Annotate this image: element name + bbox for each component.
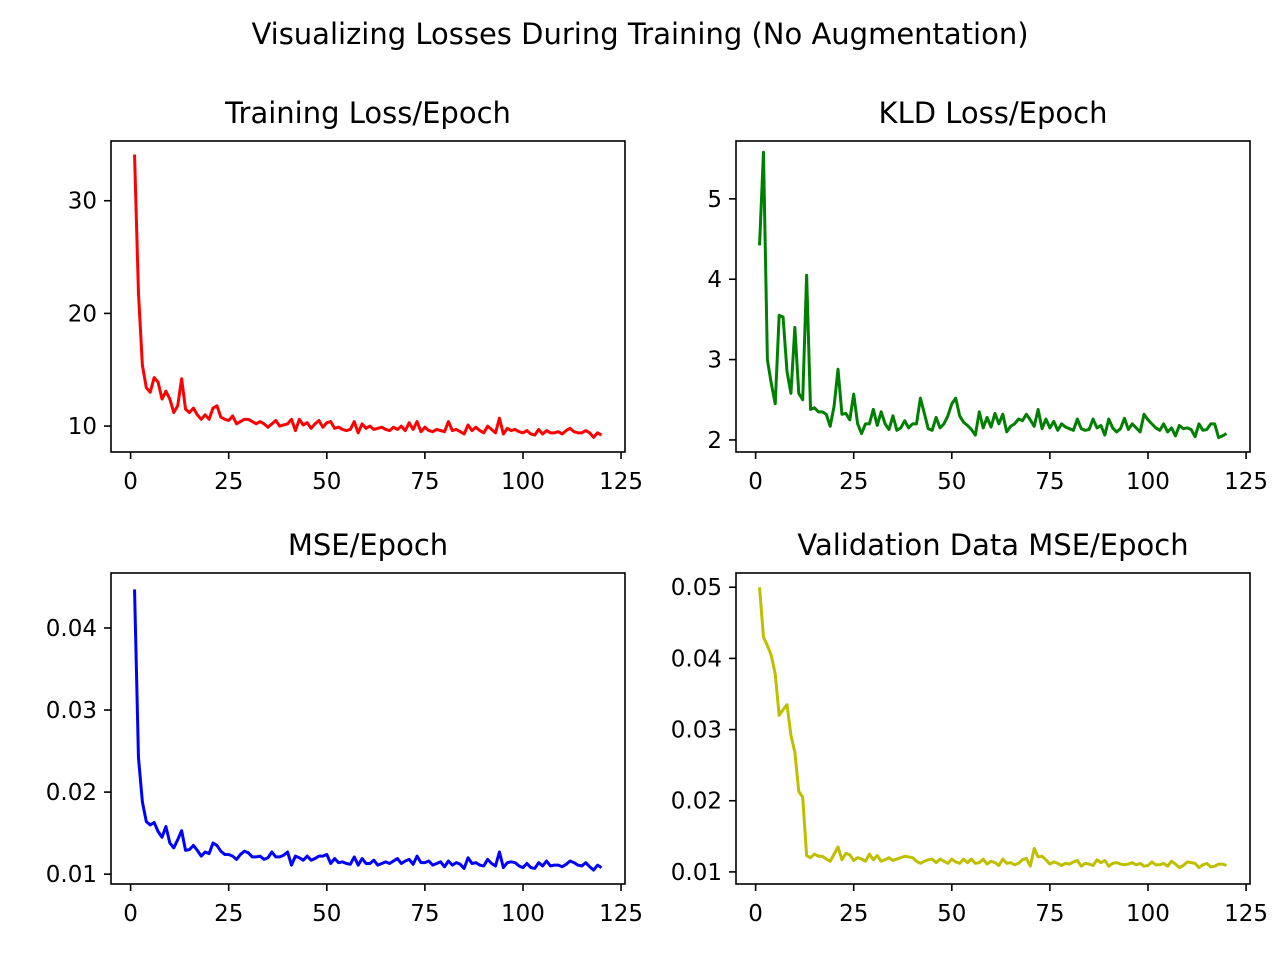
y-tick-label: 10 [68, 414, 97, 440]
y-tick-label: 0.01 [671, 860, 722, 886]
series-line [133, 589, 603, 872]
y-tick-label: 20 [68, 301, 97, 327]
x-tick-label: 0 [748, 469, 763, 495]
plot-frame [735, 140, 1251, 453]
x-tick-label: 50 [937, 901, 966, 927]
x-tick-label: 75 [410, 469, 439, 495]
y-tick-label: 4 [707, 267, 722, 293]
x-tick-label: 0 [123, 469, 138, 495]
plot-frame [110, 572, 626, 885]
y-tick-label: 0.05 [671, 575, 722, 601]
x-tick-label: 125 [1224, 901, 1268, 927]
subplot-mse: MSE/Epoch 0 25 50 75 100 125 0.01 0.02 0.03 0.04 [46, 528, 643, 927]
subplot-validation-mse: Validation Data MSE/Epoch 0 25 50 75 100 125 0.… [671, 528, 1268, 927]
x-tick-label: 25 [839, 469, 868, 495]
y-tick-label: 5 [707, 187, 722, 213]
y-tick-label: 0.02 [671, 789, 722, 815]
x-tick-label: 100 [501, 901, 545, 927]
y-tick-label: 0.03 [46, 698, 97, 724]
x-tick-label: 50 [312, 901, 341, 927]
subplot-title: KLD Loss/Epoch [879, 96, 1108, 130]
x-tick-label: 100 [1126, 901, 1170, 927]
y-tick-label: 2 [707, 428, 722, 454]
y-tick-label: 0.03 [671, 718, 722, 744]
x-tick-label: 25 [214, 901, 243, 927]
figure-suptitle: Visualizing Losses During Training (No A… [251, 17, 1028, 51]
subplot-training-loss: Training Loss/Epoch 0 25 50 75 100 125 10 20 30 [68, 96, 643, 495]
series-line [758, 587, 1227, 870]
plot-frame [735, 572, 1251, 885]
x-tick-label: 125 [599, 901, 643, 927]
x-tick-label: 100 [501, 469, 545, 495]
x-tick-label: 75 [1035, 901, 1064, 927]
y-tick-label: 0.04 [46, 616, 97, 642]
y-tick-label: 30 [68, 189, 97, 215]
subplot-kld-loss: KLD Loss/Epoch 0 25 50 75 100 125 2 3 4 5 [707, 96, 1268, 495]
x-tick-label: 25 [214, 469, 243, 495]
series-line [133, 154, 603, 439]
x-tick-label: 0 [123, 901, 138, 927]
subplot-title: Training Loss/Epoch [224, 96, 511, 130]
x-tick-label: 125 [599, 469, 643, 495]
y-tick-label: 0.01 [46, 862, 97, 888]
subplot-title: MSE/Epoch [288, 528, 448, 562]
subplot-title: Validation Data MSE/Epoch [797, 528, 1188, 562]
y-tick-label: 0.04 [671, 646, 722, 672]
x-tick-label: 50 [937, 469, 966, 495]
x-tick-label: 75 [410, 901, 439, 927]
y-tick-label: 0.02 [46, 780, 97, 806]
x-tick-label: 25 [839, 901, 868, 927]
x-tick-label: 50 [312, 469, 341, 495]
y-tick-label: 3 [707, 348, 722, 374]
x-tick-label: 0 [748, 901, 763, 927]
x-tick-label: 100 [1126, 469, 1170, 495]
x-tick-label: 125 [1224, 469, 1268, 495]
series-line [758, 150, 1228, 440]
plot-frame [110, 140, 626, 453]
x-tick-label: 75 [1035, 469, 1064, 495]
